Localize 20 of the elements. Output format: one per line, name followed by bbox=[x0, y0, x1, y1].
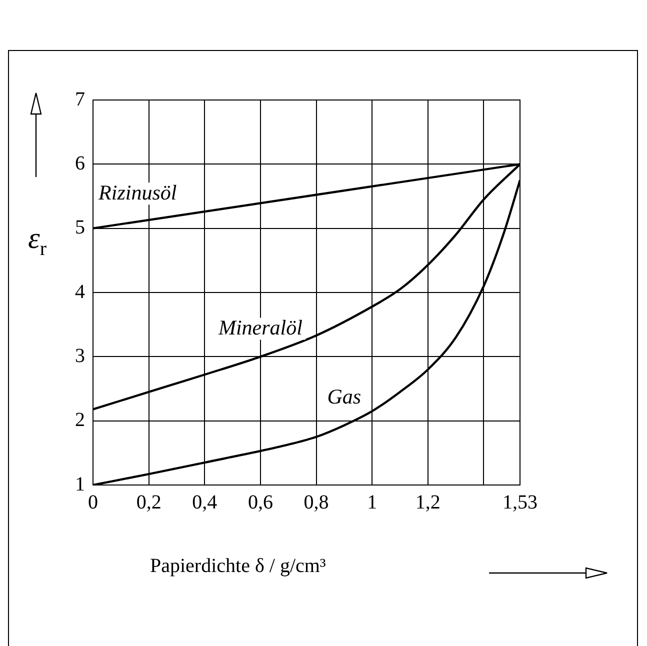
x-tick-label: 1,53 bbox=[502, 491, 538, 514]
y-tick-label: 6 bbox=[75, 152, 85, 174]
x-tick-label: 0,4 bbox=[192, 491, 218, 514]
x-tick-label: 1,2 bbox=[415, 491, 440, 514]
y-axis-title: ε$_{r}$ bbox=[28, 222, 46, 261]
y-tick-label: 2 bbox=[75, 409, 85, 432]
x-tick-label: 0,2 bbox=[136, 491, 162, 514]
x-tick-label: 1 bbox=[367, 491, 378, 514]
y-tick-label: 4 bbox=[75, 280, 85, 303]
y-tick-label: 3 bbox=[75, 344, 85, 367]
series-label: Mineralöl bbox=[217, 316, 303, 340]
x-tick-label: 0 bbox=[88, 491, 98, 514]
x-tick-label: 0,6 bbox=[248, 491, 273, 514]
x-axis-title: Papierdichte δ / g/cm³ bbox=[150, 555, 326, 578]
x-tick-label: 0,8 bbox=[304, 491, 329, 514]
series-label: Gas bbox=[327, 384, 362, 408]
series-label: Rizinusöl bbox=[98, 180, 177, 205]
y-tick-label: 5 bbox=[75, 216, 85, 239]
y-tick-label: 7 bbox=[75, 88, 85, 110]
y-tick-label: 1 bbox=[75, 473, 85, 496]
